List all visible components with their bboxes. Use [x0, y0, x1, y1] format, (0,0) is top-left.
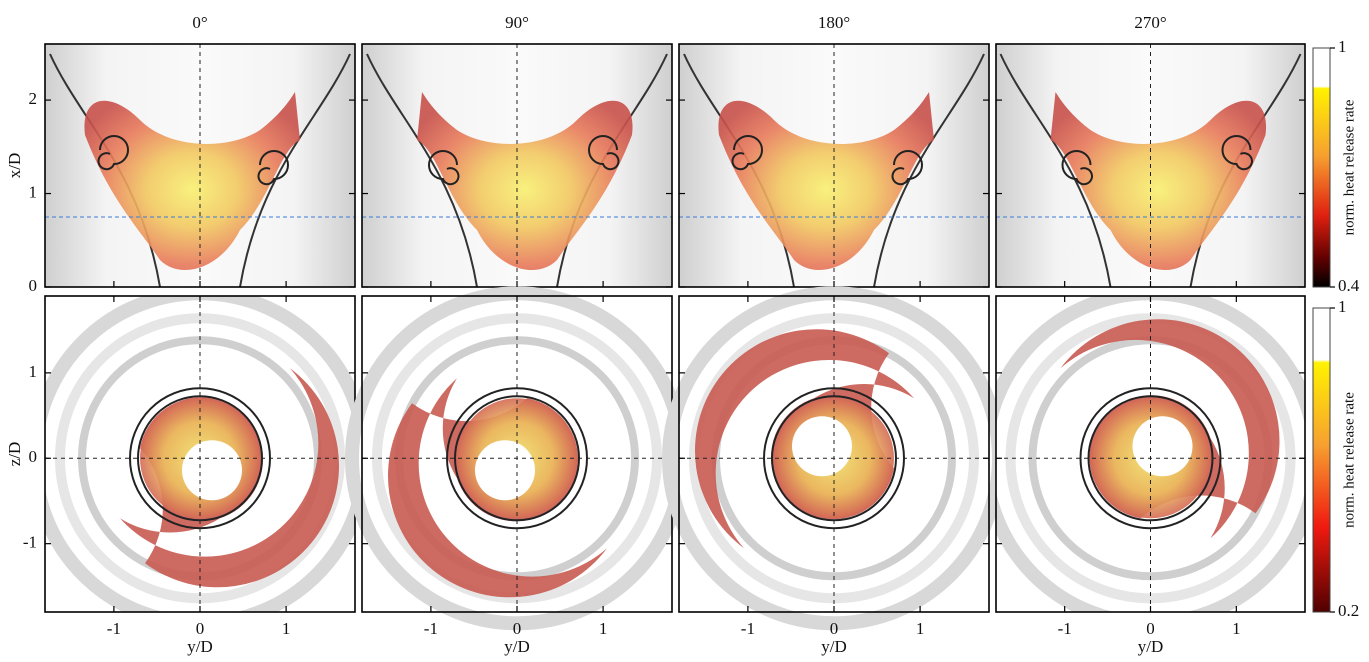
bottom-field: [986, 293, 1316, 623]
x-tick-label: 0: [830, 619, 839, 638]
y-tick-label: 0: [29, 276, 38, 295]
x-tick-label: -1: [741, 619, 755, 638]
colorbar-tick-label: 0.4: [1338, 276, 1360, 295]
x-tick-label: -1: [1058, 619, 1072, 638]
colorbar-tick-label: 1: [1338, 37, 1347, 56]
x-axis-label: y/D: [504, 637, 530, 656]
x-tick-label: -1: [424, 619, 438, 638]
x-axis-label: y/D: [1138, 637, 1164, 656]
top-field: [45, 44, 355, 287]
hole: [792, 416, 852, 476]
colorbar-tick-label: 1: [1338, 297, 1347, 316]
hole: [1133, 416, 1193, 476]
x-tick-label: 1: [599, 619, 608, 638]
colorbar-label: norm. heat release rate: [1341, 99, 1357, 235]
x-tick-label: -1: [107, 619, 121, 638]
bottom-field: [669, 293, 999, 623]
x-tick-label: 1: [916, 619, 925, 638]
x-tick-label: 0: [513, 619, 522, 638]
colorbar-tick-label: 0.2: [1338, 601, 1359, 620]
y-axis-label: x/D: [5, 153, 24, 179]
figure: 0° 0 1 2 -1 0 1 -1 0 1 y/D 90° -1 0 1 y/D 180° -1 0 1 y/D 270…: [0, 0, 1369, 657]
x-tick-label: 0: [196, 619, 205, 638]
y-axis-label: z/D: [5, 442, 24, 467]
top-field: [679, 44, 989, 287]
x-axis-label: y/D: [821, 637, 847, 656]
x-tick-label: 1: [1232, 619, 1241, 638]
x-tick-label: 0: [1146, 619, 1155, 638]
bottom-field: [352, 293, 682, 623]
x-tick-label: 1: [282, 619, 291, 638]
column-title: 180°: [818, 13, 850, 32]
colorbar: [1313, 48, 1330, 287]
column-title: 270°: [1134, 13, 1166, 32]
y-tick-label: 0: [29, 447, 38, 466]
y-tick-label: -1: [23, 533, 37, 552]
colorbar-label: norm. heat release rate: [1341, 392, 1357, 528]
colorbar: [1313, 308, 1330, 612]
x-axis-label: y/D: [187, 637, 213, 656]
y-tick-label: 2: [29, 89, 38, 108]
hole: [182, 440, 242, 500]
bottom-field: [35, 293, 365, 623]
column-title: 0°: [192, 13, 207, 32]
y-tick-label: 1: [29, 362, 38, 381]
hole: [475, 440, 535, 500]
column-title: 90°: [505, 13, 529, 32]
top-field: [362, 44, 672, 287]
top-field: [996, 44, 1305, 287]
y-tick-label: 1: [29, 182, 38, 201]
